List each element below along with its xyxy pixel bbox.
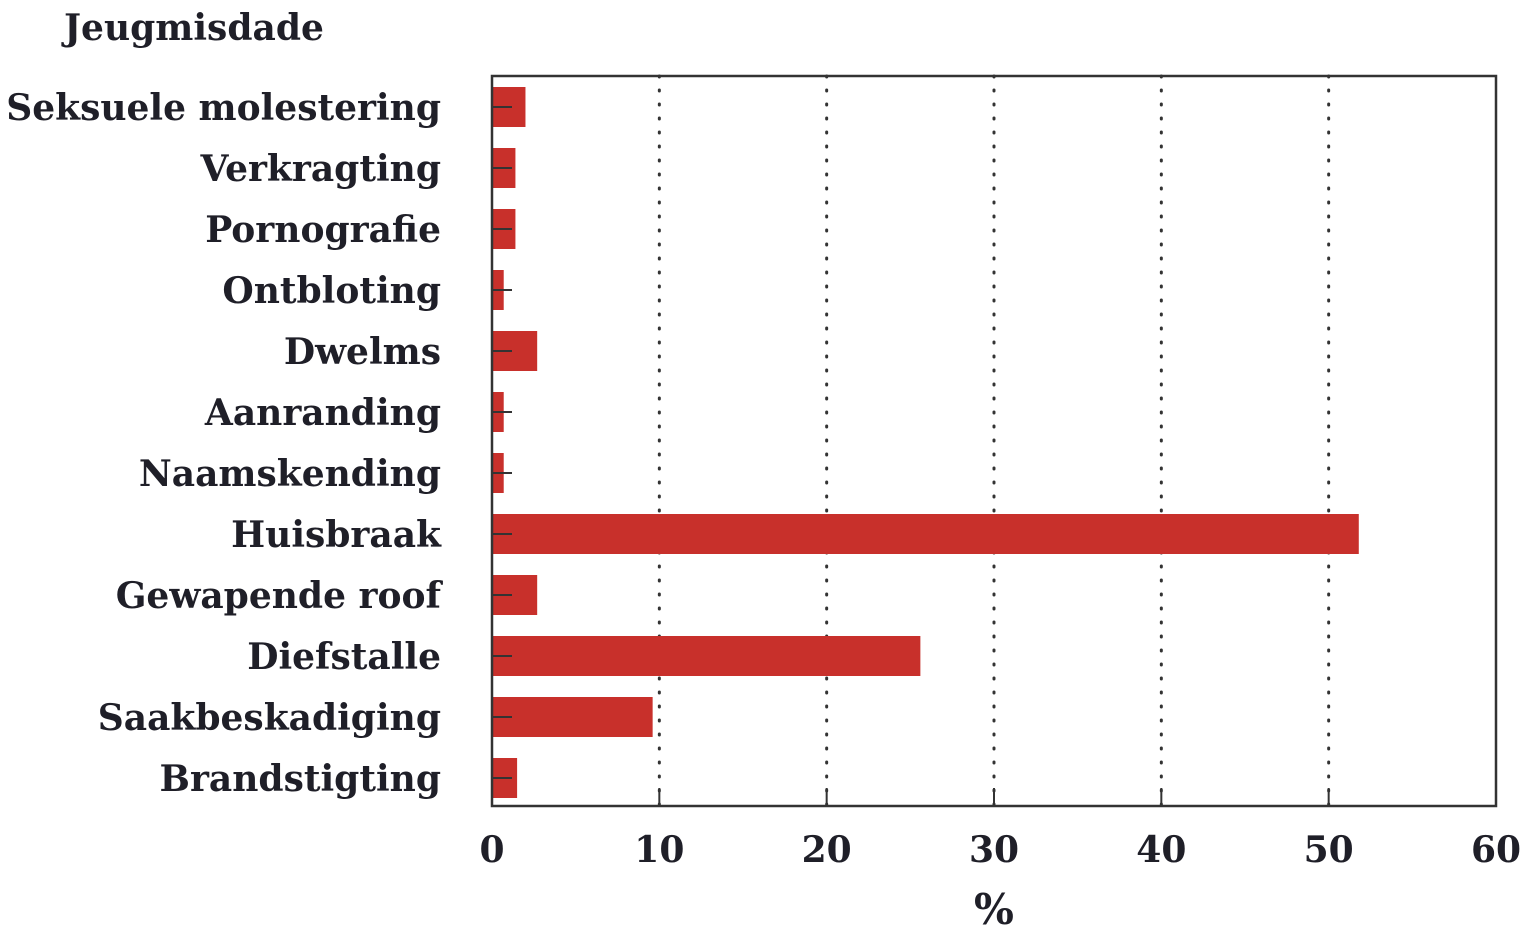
category-label-7: Huisbraak: [231, 514, 442, 556]
bars: [492, 87, 1359, 798]
bar-7: [492, 514, 1359, 554]
category-label-8: Gewapende roof: [116, 575, 444, 617]
bar-10: [492, 697, 653, 737]
category-label-3: Ontbloting: [222, 270, 441, 312]
plot-frame: [490, 74, 1498, 808]
x-tick-labels: 0 10 20 30 40 50 60: [479, 829, 1521, 871]
x-tick-label-6: 60: [1471, 829, 1521, 871]
chart-y-title: Jeugmisdade: [61, 7, 324, 49]
category-label-5: Aanranding: [204, 392, 441, 434]
category-labels: Seksuele molestering Verkragting Pornograf…: [6, 87, 443, 800]
x-tick-label-2: 20: [802, 829, 852, 871]
category-label-2: Pornografie: [205, 209, 441, 251]
bar-9: [492, 636, 921, 676]
x-tick-label-4: 40: [1136, 829, 1186, 871]
category-label-10: Saakbeskadiging: [98, 697, 441, 739]
x-tick-label-5: 50: [1304, 829, 1354, 871]
grid-lines: [657, 74, 1331, 808]
category-label-9: Diefstalle: [247, 636, 441, 678]
x-axis-title: %: [974, 885, 1014, 930]
category-label-1: Verkragting: [199, 148, 441, 190]
x-tick-label-3: 30: [969, 829, 1019, 871]
category-label-4: Dwelms: [284, 331, 441, 373]
category-label-6: Naamskending: [139, 453, 441, 495]
category-label-0: Seksuele molestering: [6, 87, 441, 129]
category-label-11: Brandstigting: [160, 758, 441, 800]
x-tick-label-0: 0: [479, 829, 504, 871]
x-tick-label-1: 10: [634, 829, 684, 871]
